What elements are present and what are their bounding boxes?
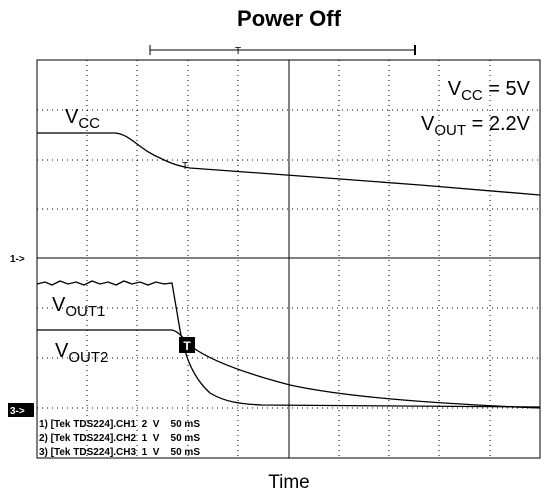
- vout2-label: VOUT2: [55, 340, 108, 366]
- cond-rest: = 5V: [483, 78, 531, 100]
- vout-condition: VOUT = 2.2V: [421, 113, 531, 139]
- vcc-condition: VCC = 5V: [448, 78, 531, 104]
- ch1-marker: 1->: [10, 254, 25, 265]
- trigger-marker: T: [235, 46, 241, 57]
- title: Power Off: [237, 6, 342, 31]
- vcc-trigger-marker: T: [182, 161, 188, 172]
- label-main: V: [55, 340, 69, 362]
- vcc-label: VCC: [65, 106, 100, 132]
- ch3-marker: 3->: [10, 406, 25, 417]
- label-main: V: [52, 294, 66, 316]
- cond-sub: OUT: [434, 122, 466, 139]
- label-sub: OUT2: [68, 349, 108, 366]
- cond-sub: CC: [461, 87, 483, 104]
- channel-info: 2) [Tek TDS224].CH2 1 V 50 mS: [39, 433, 200, 444]
- trigger-box-label: T: [183, 339, 191, 353]
- trigger-bar: [149, 45, 416, 55]
- label-sub: CC: [78, 115, 100, 132]
- cond-rest: = 2.2V: [466, 113, 531, 135]
- channel-info: 3) [Tek TDS224].CH3 1 V 50 mS: [39, 447, 200, 458]
- channel-info: 1) [Tek TDS224].CH1 2 V 50 mS: [39, 419, 200, 430]
- trigger-box: [179, 337, 195, 353]
- x-axis-label: Time: [268, 472, 310, 493]
- cond-main: V: [421, 113, 435, 135]
- ch3-marker-box: [8, 403, 34, 417]
- cond-main: V: [448, 78, 462, 100]
- vcc-trace: [37, 132, 541, 196]
- vout1-label: VOUT1: [52, 294, 105, 320]
- graticule: [36, 59, 541, 459]
- label-sub: OUT1: [65, 303, 105, 320]
- label-main: V: [65, 106, 79, 128]
